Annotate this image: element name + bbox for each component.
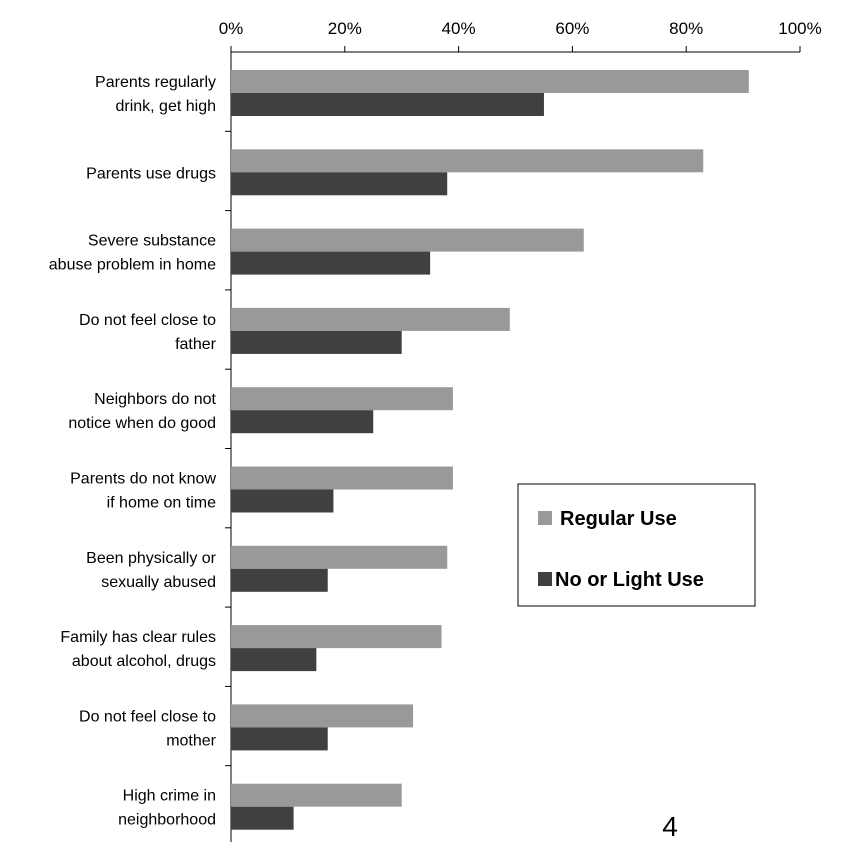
- legend-swatch-regular-use: [538, 511, 552, 525]
- category-label: if home on time: [107, 495, 216, 512]
- bar-no-or-light-use: [231, 410, 374, 434]
- bar-regular-use: [231, 387, 453, 411]
- legend-label-regular-use: Regular Use: [560, 508, 677, 530]
- x-tick-label: 100%: [778, 19, 821, 38]
- bar-regular-use: [231, 783, 402, 807]
- bar-regular-use: [231, 70, 749, 93]
- x-tick-label: 80%: [669, 19, 703, 38]
- category-label: Parents regularly: [95, 74, 216, 91]
- bar-regular-use: [231, 545, 448, 569]
- bar-no-or-light-use: [231, 806, 294, 830]
- legend-box: [517, 483, 756, 607]
- category-label: Severe substance: [88, 233, 216, 250]
- category-label: Parents do not know: [70, 471, 216, 488]
- category-label: Parents use drugs: [86, 165, 216, 182]
- category-label: abuse problem in home: [49, 257, 216, 274]
- category-label: Do not feel close to: [79, 708, 216, 725]
- bar-no-or-light-use: [231, 727, 328, 751]
- category-label: Do not feel close to: [79, 312, 216, 329]
- category-label: father: [175, 336, 217, 353]
- category-label: neighborhood: [118, 812, 216, 829]
- category-labels: Parents regularly drink, get high Parents …: [49, 74, 217, 829]
- category-label: drink, get high: [115, 98, 216, 115]
- x-tick-label: 0%: [219, 19, 244, 38]
- bar-no-or-light-use: [231, 568, 328, 592]
- bar-regular-use: [231, 228, 584, 252]
- bar-no-or-light-use: [231, 648, 317, 672]
- category-label: mother: [166, 732, 216, 749]
- x-tick-label: 60%: [555, 19, 589, 38]
- category-label: notice when do good: [68, 415, 216, 432]
- chart-bars: [231, 70, 749, 830]
- bar-regular-use: [231, 307, 510, 331]
- bar-regular-use: [231, 625, 442, 649]
- bar-no-or-light-use: [231, 93, 544, 116]
- bar-no-or-light-use: [231, 251, 431, 275]
- bar-regular-use: [231, 466, 453, 490]
- x-tick-label: 20%: [328, 19, 362, 38]
- category-label: Neighbors do not: [94, 391, 216, 408]
- legend-label-no-or-light-use: No or Light Use: [555, 569, 704, 591]
- bar-no-or-light-use: [231, 330, 402, 354]
- x-tick-label: 40%: [442, 19, 476, 38]
- bar-no-or-light-use: [231, 489, 334, 513]
- category-label: about alcohol, drugs: [72, 653, 216, 670]
- category-label: sexually abused: [101, 574, 216, 591]
- page-number: 4: [662, 811, 678, 842]
- bar-no-or-light-use: [231, 172, 448, 196]
- bar-regular-use: [231, 704, 414, 728]
- legend: Regular Use No or Light Use: [517, 483, 756, 607]
- category-label: High crime in: [123, 788, 216, 805]
- bar-regular-use: [231, 149, 704, 173]
- legend-swatch-no-or-light-use: [538, 572, 552, 586]
- category-label: Been physically or: [86, 550, 217, 567]
- category-label: Family has clear rules: [60, 629, 216, 646]
